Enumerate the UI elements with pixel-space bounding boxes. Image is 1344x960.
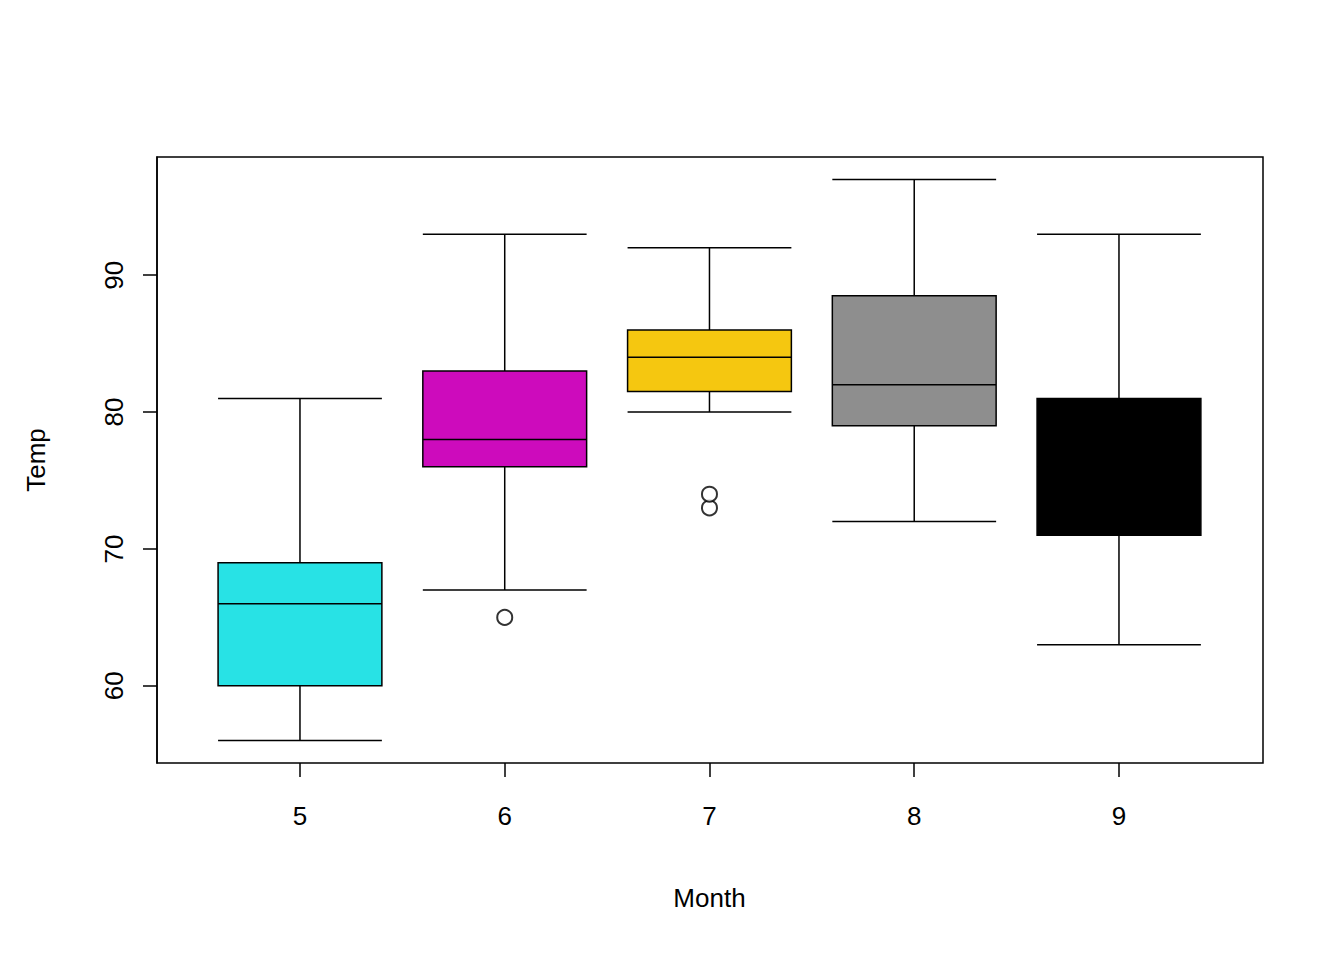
svg-text:7: 7 [702,801,716,831]
svg-text:Temp: Temp [21,428,51,492]
svg-text:9: 9 [1112,801,1126,831]
svg-text:8: 8 [907,801,921,831]
svg-text:60: 60 [99,671,129,700]
svg-text:5: 5 [293,801,307,831]
svg-text:90: 90 [99,261,129,290]
svg-text:Month: Month [673,883,745,913]
svg-text:80: 80 [99,398,129,427]
svg-text:6: 6 [497,801,511,831]
svg-text:70: 70 [99,534,129,563]
